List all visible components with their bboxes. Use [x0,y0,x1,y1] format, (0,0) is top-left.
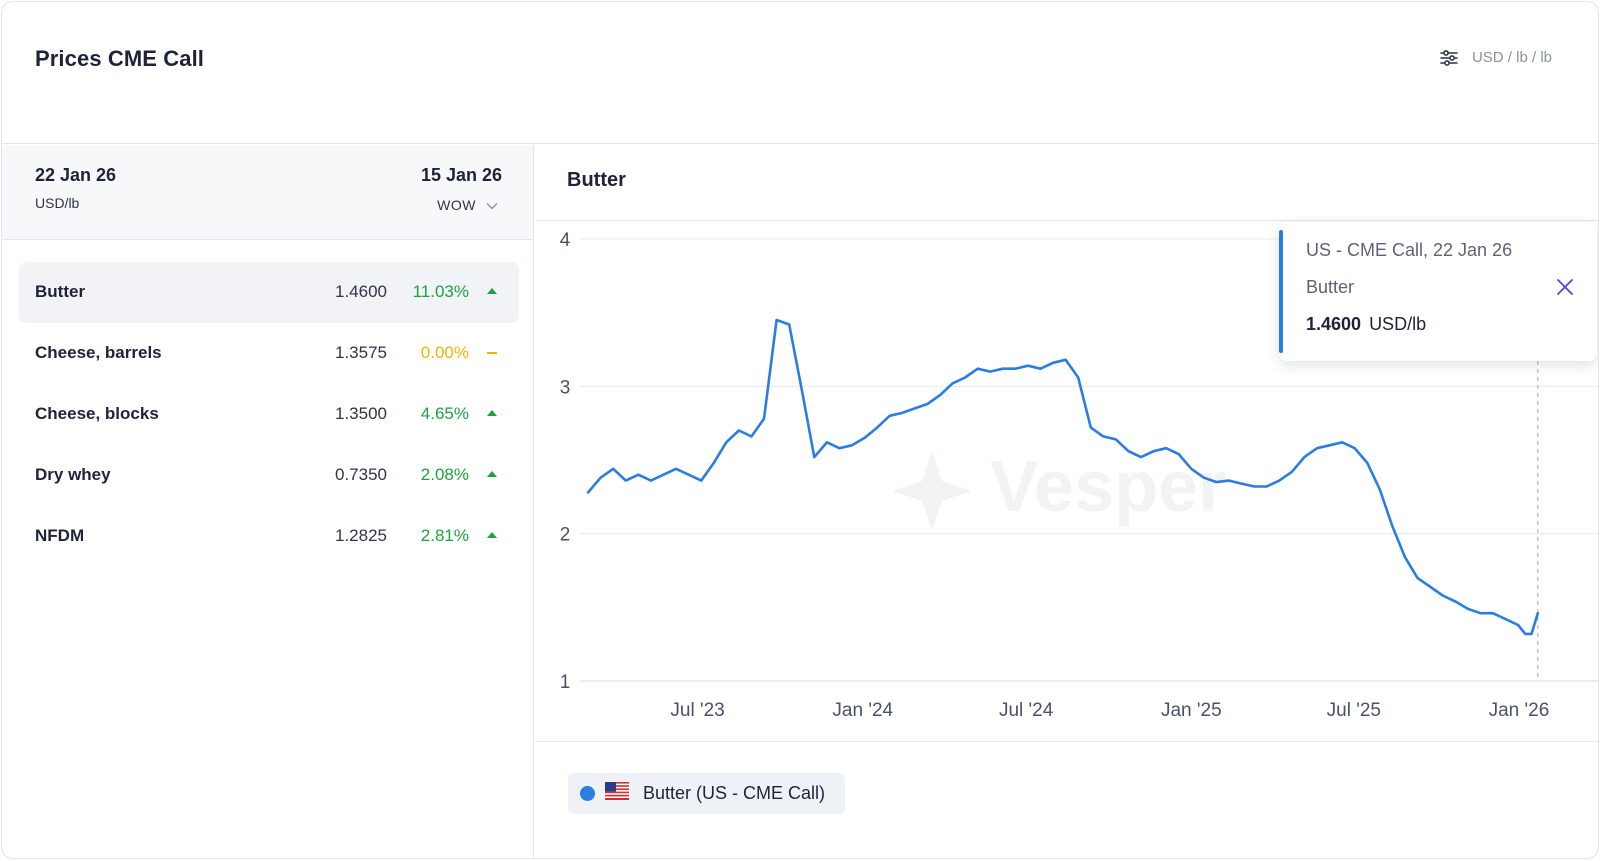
row-price: 0.7350 [335,465,387,484]
row-price: 1.3500 [335,404,387,423]
close-icon[interactable] [1555,277,1575,297]
price-rows: Butter 1.4600 11.03% Cheese, barrels 1.3… [19,262,519,567]
unit-settings-button[interactable]: USD / lb / lb [1440,49,1552,66]
price-table-header: 22 Jan 26 USD/lb 15 Jan 26 WOW [2,145,533,240]
tooltip-color-bar [1279,230,1283,353]
triangle-up-icon [487,532,497,538]
y-tick-label: 1 [560,672,571,693]
price-chart[interactable]: Vesper 1 2 3 4 Jul '23 Jan '24 Jul '24 Jan '25 J… [535,221,1598,741]
row-change: 2.81% [420,526,469,545]
price-table-panel: 22 Jan 26 USD/lb 15 Jan 26 WOW Butter 1.… [2,145,534,858]
divider [535,220,1598,221]
compare-mode-dropdown[interactable]: WOW [437,197,498,213]
row-price: 1.2825 [335,526,387,545]
series-line-butter [586,318,1540,636]
table-row[interactable]: Cheese, blocks 1.3500 4.65% [19,384,519,445]
row-change: 4.65% [420,404,469,423]
x-tick-label: Jan '25 [1161,700,1222,721]
unit-label: USD / lb / lb [1471,49,1552,66]
watermark-text: Vesper [990,447,1226,527]
tooltip-unit: USD/lb [1369,314,1427,334]
chart-title: Butter [567,169,626,191]
divider [535,741,1598,742]
triangle-up-icon [487,471,497,477]
x-tick-label: Jul '23 [670,700,724,721]
table-row[interactable]: Dry whey 0.7350 2.08% [19,445,519,506]
row-name: Cheese, barrels [35,343,162,362]
compare-date: 15 Jan 26 [420,165,502,185]
y-tick-label: 2 [560,525,571,546]
y-tick-label: 4 [560,230,571,251]
chart-tooltip: US - CME Call, 22 Jan 26 Butter 1.4600 US… [1279,222,1597,361]
row-price: 1.3575 [335,343,387,362]
vesper-watermark: Vesper [892,447,1226,531]
row-name: Butter [35,282,86,301]
x-tick-label: Jan '26 [1489,700,1550,721]
legend-label: Butter (US - CME Call) [643,783,826,803]
chart-svg: Vesper 1 2 3 4 Jul '23 Jan '24 Jul '24 Jan '25 J… [560,230,1598,721]
table-row[interactable]: NFDM 1.2825 2.81% [19,506,519,567]
compare-mode-label: WOW [437,197,476,213]
table-unit: USD/lb [35,195,80,211]
us-flag-icon [605,782,629,805]
series-color-dot [580,786,595,801]
x-tick-label: Jul '25 [1327,700,1381,721]
sliders-icon [1440,49,1458,66]
tooltip-value-line: 1.4600 USD/lb [1306,314,1426,335]
row-name: Cheese, blocks [35,404,159,423]
triangle-up-icon [487,288,497,294]
chart-panel: Butter Vesper 1 2 3 4 Jul '23 Jan '24 Jul '24 J… [535,145,1598,858]
row-change: 2.08% [420,465,469,484]
tooltip-value: 1.4600 [1306,314,1362,334]
tooltip-series: Butter [1306,277,1355,297]
row-name: NFDM [35,526,85,545]
triangle-up-icon [487,410,497,416]
row-change: 11.03% [412,282,469,301]
tooltip-header: US - CME Call, 22 Jan 26 [1306,240,1513,260]
chevron-down-icon [486,197,498,213]
card-header: Prices CME Call USD / lb / lb [2,2,1598,144]
row-price: 1.4600 [335,282,387,301]
dash-icon [487,352,497,354]
row-change: 0.00% [420,343,469,362]
table-row[interactable]: Cheese, barrels 1.3575 0.00% [19,323,519,384]
y-tick-label: 3 [560,377,571,398]
x-tick-label: Jan '24 [832,700,893,721]
x-tick-label: Jul '24 [999,700,1054,721]
current-date: 22 Jan 26 [35,165,117,185]
page-title: Prices CME Call [35,46,205,71]
table-row[interactable]: Butter 1.4600 11.03% [19,262,519,323]
legend-item[interactable]: Butter (US - CME Call) [568,773,846,814]
row-name: Dry whey [35,465,111,484]
